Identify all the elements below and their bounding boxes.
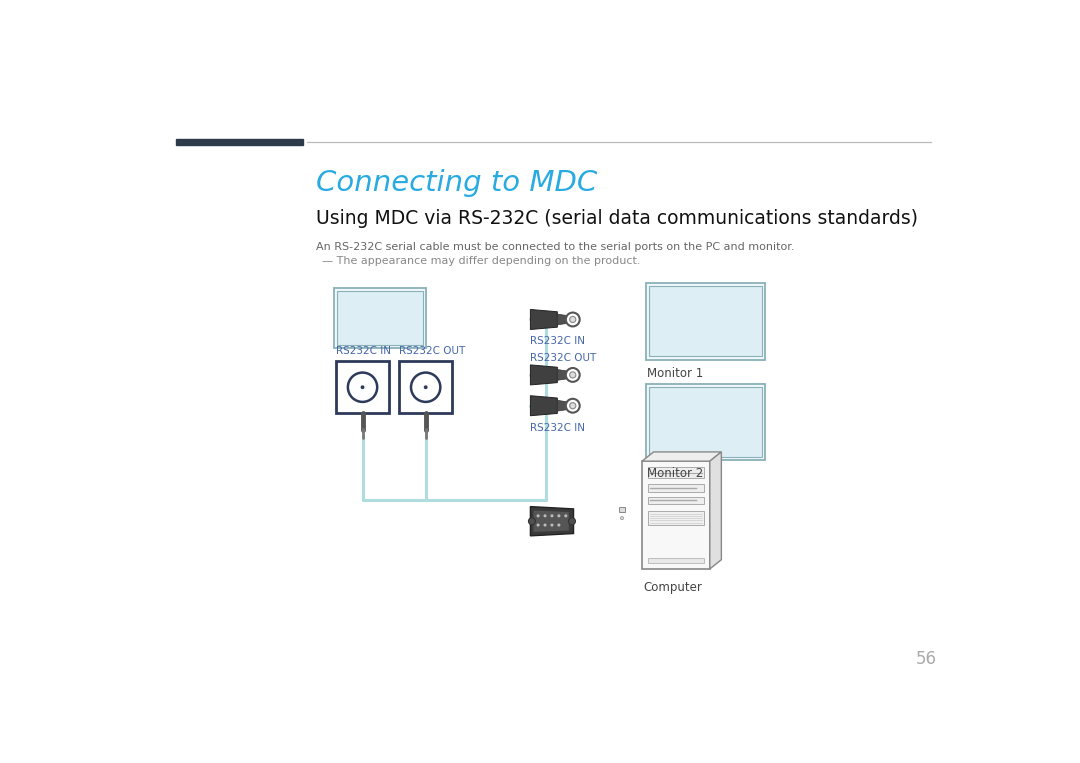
Circle shape [537, 523, 540, 526]
Circle shape [361, 385, 364, 389]
Circle shape [411, 372, 441, 402]
Text: Computer: Computer [644, 581, 702, 594]
Text: Using MDC via RS-232C (serial data communications standards): Using MDC via RS-232C (serial data commu… [316, 208, 918, 227]
FancyBboxPatch shape [646, 384, 766, 459]
Circle shape [564, 514, 567, 517]
Text: RS232C OUT: RS232C OUT [530, 353, 596, 363]
Bar [336, 361, 389, 414]
Circle shape [569, 372, 576, 378]
Bar [400, 361, 451, 414]
Circle shape [543, 523, 546, 526]
Bar [649, 285, 762, 356]
Bar [648, 497, 704, 504]
Circle shape [569, 317, 576, 323]
Bar [337, 291, 423, 345]
FancyBboxPatch shape [646, 282, 766, 359]
Circle shape [551, 514, 553, 517]
Text: Monitor 2: Monitor 2 [647, 467, 704, 481]
Text: RS232C OUT: RS232C OUT [399, 346, 465, 356]
Circle shape [566, 368, 580, 382]
Polygon shape [530, 365, 557, 385]
Polygon shape [557, 314, 567, 325]
Polygon shape [557, 369, 567, 380]
Text: Connecting to MDC: Connecting to MDC [316, 169, 597, 197]
Text: RS232C IN: RS232C IN [530, 423, 585, 433]
Polygon shape [530, 507, 573, 536]
Text: An RS-232C serial cable must be connected to the serial ports on the PC and moni: An RS-232C serial cable must be connecte… [316, 243, 795, 253]
Circle shape [566, 313, 580, 327]
Circle shape [566, 399, 580, 413]
Circle shape [551, 523, 553, 526]
Text: — The appearance may differ depending on the product.: — The appearance may differ depending on… [323, 256, 642, 266]
Circle shape [557, 514, 561, 517]
Bar [619, 507, 625, 512]
Bar [642, 461, 710, 569]
Bar [176, 140, 303, 145]
Text: RS232C IN: RS232C IN [530, 336, 585, 346]
Polygon shape [557, 401, 567, 411]
Polygon shape [534, 510, 569, 532]
Bar [648, 511, 704, 525]
Text: Monitor 1: Monitor 1 [647, 367, 704, 380]
Bar [648, 467, 704, 478]
Polygon shape [530, 310, 557, 330]
FancyBboxPatch shape [334, 288, 427, 348]
Circle shape [528, 518, 536, 525]
Circle shape [348, 372, 377, 402]
Circle shape [557, 523, 561, 526]
Text: RS232C IN: RS232C IN [336, 346, 391, 356]
Circle shape [568, 518, 576, 525]
Circle shape [569, 403, 576, 409]
Polygon shape [710, 452, 721, 569]
Bar [648, 559, 704, 563]
Circle shape [423, 385, 428, 389]
Text: 56: 56 [916, 650, 937, 668]
Circle shape [621, 517, 623, 520]
Bar [649, 388, 762, 456]
Circle shape [543, 514, 546, 517]
Polygon shape [530, 396, 557, 416]
Circle shape [537, 514, 540, 517]
Polygon shape [642, 452, 721, 461]
Bar [648, 485, 704, 492]
